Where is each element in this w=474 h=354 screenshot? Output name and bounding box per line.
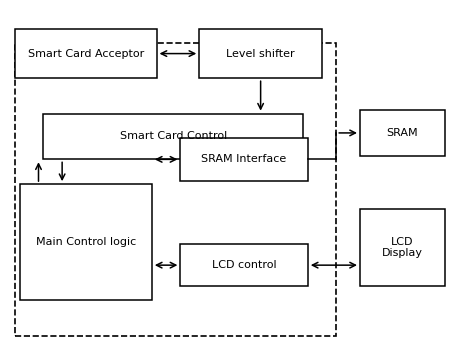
Text: Level shifter: Level shifter [226,48,295,58]
Bar [360,110,445,156]
Bar [43,114,303,159]
Text: LCD
Display: LCD Display [382,237,423,258]
Text: Main Control logic: Main Control logic [36,237,136,247]
Bar [19,184,152,301]
Bar [180,138,308,181]
Bar [180,244,308,286]
Text: LCD control: LCD control [212,260,276,270]
Bar [199,29,322,78]
Text: SRAM: SRAM [387,128,418,138]
Bar [15,29,156,78]
Text: Smart Card Acceptor: Smart Card Acceptor [27,48,144,58]
Bar [360,209,445,286]
Text: SRAM Interface: SRAM Interface [201,154,287,164]
Text: Smart Card Control: Smart Card Control [119,131,227,142]
Bar [15,43,336,336]
